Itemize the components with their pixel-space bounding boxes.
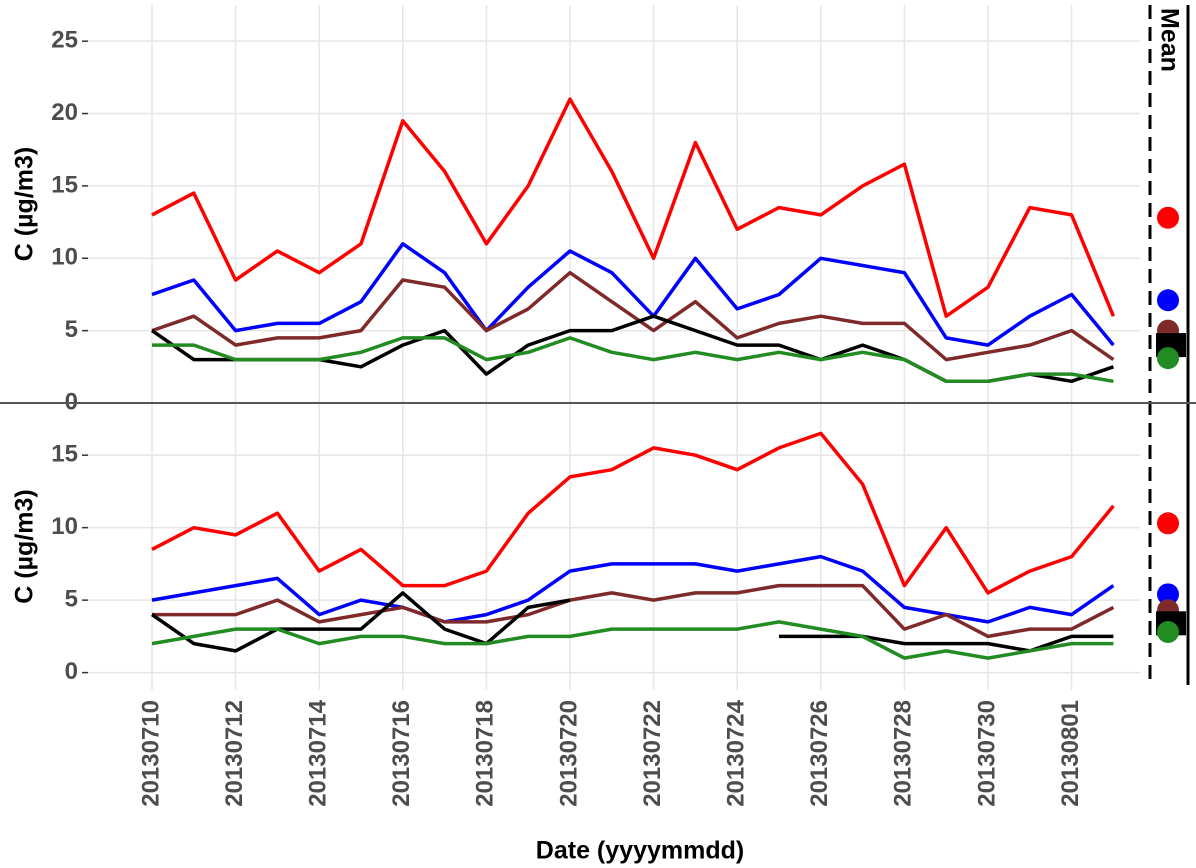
mean-dot [1157, 583, 1179, 606]
x-tick-label: 20130718 [472, 700, 499, 807]
y-tick-label: 25 [51, 27, 78, 54]
y-tick-label: 5 [65, 585, 78, 612]
y-axis-label: C (µg/m3) [11, 489, 39, 603]
line [151, 314, 1114, 384]
mean-dot [1157, 347, 1179, 370]
x-axis-label: Date (yyyymmdd) [536, 837, 744, 865]
line [151, 620, 1114, 660]
y-tick-label: 0 [65, 388, 78, 415]
y-tick-label: 10 [51, 513, 78, 540]
y-tick-label: 15 [51, 441, 78, 468]
y-tick-label: 5 [65, 316, 78, 343]
line [151, 431, 1115, 595]
y-tick-label: 0 [65, 658, 78, 685]
x-tick-label: 20130726 [806, 700, 833, 807]
y-axis-label: C (µg/m3) [11, 147, 39, 261]
x-tick-label: 20130714 [305, 699, 332, 806]
line [151, 591, 1114, 653]
mean-dot [1157, 512, 1179, 535]
line [151, 97, 1116, 318]
line [151, 242, 1115, 347]
x-tick-label: 20130712 [221, 700, 248, 807]
x-tick-label: 20130722 [639, 700, 666, 807]
mean-dot [1157, 206, 1179, 229]
line [151, 554, 1115, 624]
x-tick-label: 20130730 [973, 700, 1000, 807]
y-tick-label: 15 [51, 171, 78, 198]
x-tick-label: 20130728 [890, 700, 917, 807]
mean-dot [1157, 289, 1179, 312]
x-tick-label: 20130724 [723, 699, 750, 806]
y-tick-label: 10 [51, 244, 78, 271]
x-tick-label: 20130720 [555, 700, 582, 807]
line [152, 336, 1114, 384]
mean-label: Mean [1155, 8, 1183, 72]
y-tick-label: 20 [51, 99, 78, 126]
x-tick-label: 20130801 [1057, 700, 1084, 807]
line [152, 583, 1115, 639]
x-tick-label: 20130716 [388, 700, 415, 807]
x-tick-label: 20130710 [137, 700, 164, 807]
mean-dot [1157, 621, 1179, 644]
line [151, 270, 1115, 362]
